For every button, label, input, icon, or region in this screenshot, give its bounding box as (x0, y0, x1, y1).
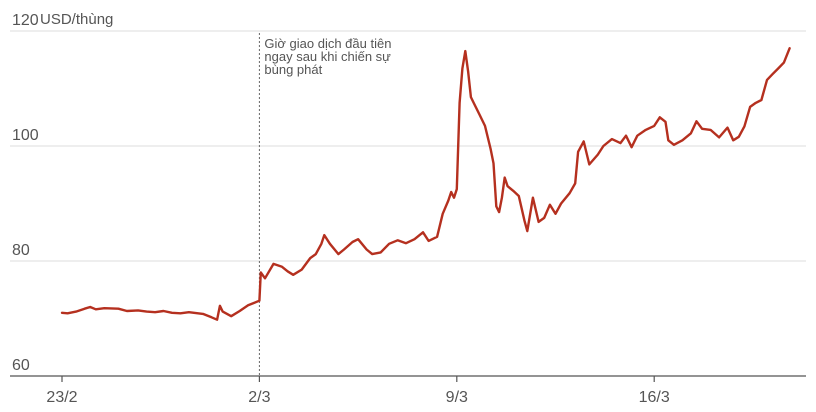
x-tick-label: 9/3 (446, 389, 468, 406)
series-layer (60, 47, 791, 321)
annotation-text: Giờ giao dịch đầu tiên (264, 36, 391, 51)
y-tick-label: 60 (12, 357, 30, 374)
y-tick-label: 120 (12, 12, 39, 29)
grid-lines (10, 30, 806, 262)
x-axis: 23/2 2/3 9/3 16/3 (10, 375, 806, 406)
x-tick-label: 23/2 (46, 389, 77, 406)
annotation-text: ngay sau khi chiến sự (264, 49, 391, 64)
x-tick-label: 2/3 (248, 389, 270, 406)
y-unit-label: USD/thùng (40, 11, 113, 28)
x-tick-label: 16/3 (639, 389, 670, 406)
y-tick-label: 100 (12, 127, 39, 144)
annotation-text: bùng phát (264, 62, 322, 77)
series-line-0 (60, 47, 791, 321)
y-tick-label: 80 (12, 242, 30, 259)
y-axis: 120 USD/thùng 100 80 60 (12, 11, 113, 374)
